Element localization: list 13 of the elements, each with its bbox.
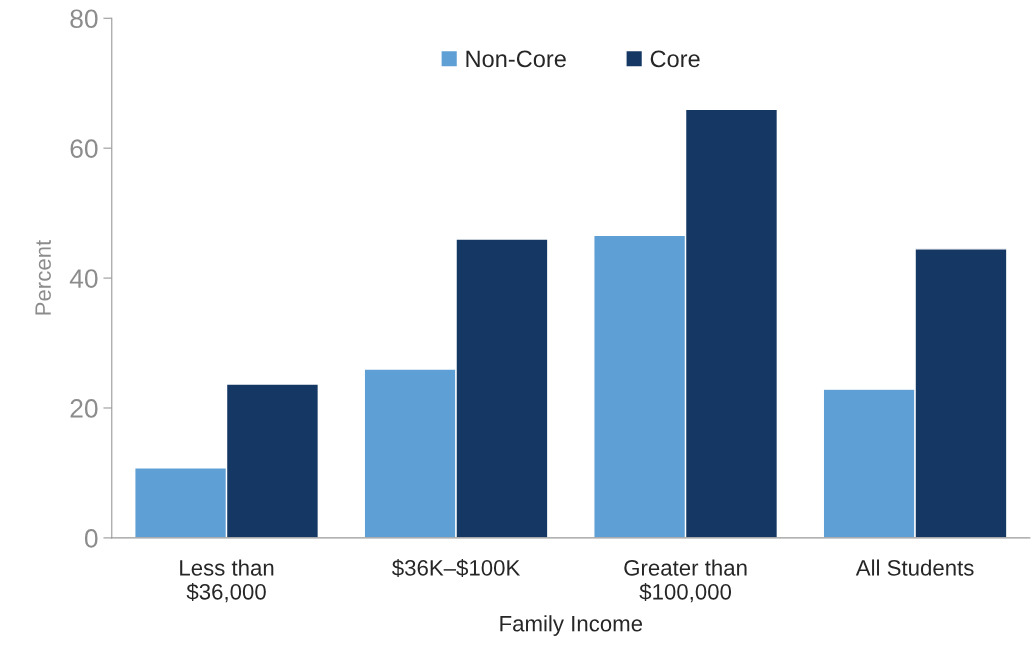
y-axis-title: Percent xyxy=(35,239,51,315)
x-tick-label: $36K–$100K xyxy=(392,559,521,578)
legend-label: Non-Core xyxy=(466,50,566,68)
legend-label: Core xyxy=(650,50,700,68)
y-tick-label: 20 xyxy=(70,399,98,418)
x-tick-label: Greater than $100,000 xyxy=(624,559,747,603)
x-axis-title: Family Income xyxy=(500,615,643,636)
x-tick-label: All Students xyxy=(855,559,974,576)
y-tick-label: 40 xyxy=(69,269,98,288)
y-tick-label: 80 xyxy=(70,9,98,29)
x-tick-label: Less than $36,000 xyxy=(180,559,274,603)
y-tick-label: 0 xyxy=(84,529,98,548)
y-tick-label: 60 xyxy=(70,139,98,158)
